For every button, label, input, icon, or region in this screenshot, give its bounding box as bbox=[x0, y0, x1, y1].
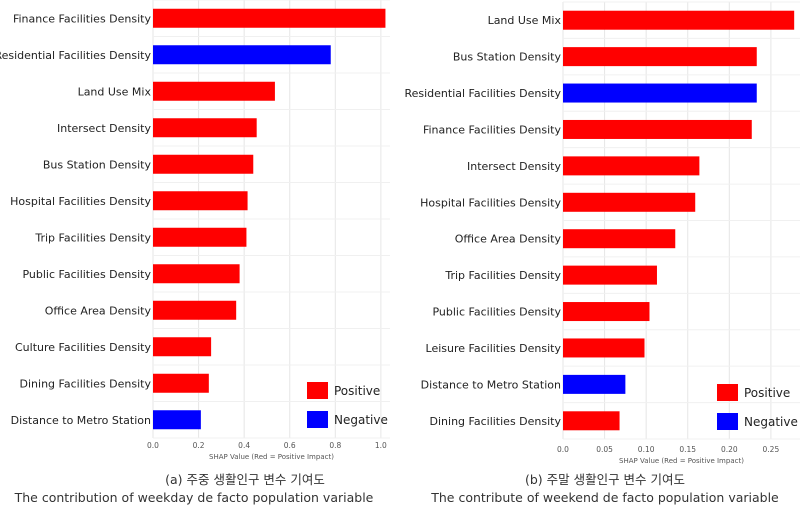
category-label: Dining Facilities Density bbox=[430, 415, 562, 428]
bar bbox=[563, 83, 757, 103]
category-label: Finance Facilities Density bbox=[423, 123, 562, 136]
x-tick-label: 0.0 bbox=[557, 445, 569, 454]
x-tick-label: 0.25 bbox=[763, 445, 780, 454]
bar bbox=[563, 411, 620, 431]
category-label: Public Facilities Density bbox=[22, 268, 151, 281]
category-label: Dining Facilities Density bbox=[20, 377, 152, 390]
bar bbox=[563, 374, 626, 394]
bar bbox=[153, 154, 254, 174]
category-label: Trip Facilities Density bbox=[444, 269, 561, 282]
category-label: Distance to Metro Station bbox=[11, 414, 151, 427]
x-tick-label: 0.2 bbox=[193, 441, 205, 450]
bar bbox=[563, 229, 676, 249]
category-label: Office Area Density bbox=[455, 233, 562, 246]
x-tick-label: 0.6 bbox=[284, 441, 296, 450]
category-label: Public Facilities Density bbox=[432, 306, 561, 319]
bar bbox=[563, 302, 650, 322]
panel-b-caption-english: The contribute of weekend de facto popul… bbox=[430, 490, 779, 505]
x-axis-label: SHAP Value (Red = Positive Impact) bbox=[619, 457, 744, 465]
category-label: Land Use Mix bbox=[78, 85, 152, 98]
bar bbox=[563, 338, 645, 358]
category-label: Finance Facilities Density bbox=[13, 12, 152, 25]
bar bbox=[153, 300, 237, 320]
bar bbox=[563, 156, 700, 176]
x-tick-label: 0.05 bbox=[596, 445, 613, 454]
bar bbox=[563, 119, 752, 139]
bar bbox=[153, 264, 240, 284]
category-label: Hospital Facilities Density bbox=[10, 195, 151, 208]
panel-b-caption-korean: (b) 주말 생활인구 변수 기여도 bbox=[525, 472, 685, 487]
category-label: Leisure Facilities Density bbox=[426, 342, 562, 355]
category-label: Culture Facilities Density bbox=[15, 341, 151, 354]
bar bbox=[563, 192, 696, 212]
category-label: Residential Facilities Density bbox=[0, 49, 151, 62]
legend-label: Negative bbox=[334, 413, 388, 427]
category-label: Bus Station Density bbox=[43, 158, 152, 171]
x-tick-label: 0.10 bbox=[638, 445, 655, 454]
x-axis-label: SHAP Value (Red = Positive Impact) bbox=[209, 453, 334, 461]
legend-swatch bbox=[307, 411, 328, 428]
bar bbox=[153, 191, 248, 211]
bar bbox=[153, 227, 247, 247]
x-tick-label: 1.0 bbox=[375, 441, 387, 450]
panel-a-caption-english: The contribution of weekday de facto pop… bbox=[14, 490, 374, 505]
bar bbox=[563, 10, 795, 30]
x-tick-label: 0.20 bbox=[721, 445, 738, 454]
legend-label: Negative bbox=[744, 415, 798, 429]
category-label: Hospital Facilities Density bbox=[420, 196, 561, 209]
category-label: Land Use Mix bbox=[488, 14, 562, 27]
legend-label: Positive bbox=[744, 386, 790, 400]
x-tick-label: 0.8 bbox=[329, 441, 341, 450]
category-label: Distance to Metro Station bbox=[421, 378, 561, 391]
legend-swatch bbox=[717, 384, 738, 401]
bar bbox=[563, 47, 757, 67]
category-label: Trip Facilities Density bbox=[34, 231, 151, 244]
legend-swatch bbox=[717, 413, 738, 430]
legend-label: Positive bbox=[334, 384, 380, 398]
bar bbox=[153, 337, 212, 357]
panel-a-caption-korean: (a) 주중 생활인구 변수 기여도 bbox=[165, 472, 325, 487]
bar bbox=[153, 45, 331, 65]
bar bbox=[153, 373, 209, 393]
category-label: Intersect Density bbox=[57, 122, 151, 135]
x-tick-label: 0.4 bbox=[238, 441, 250, 450]
bar bbox=[153, 118, 257, 138]
bar bbox=[563, 265, 657, 285]
bar bbox=[153, 81, 275, 101]
category-label: Intersect Density bbox=[467, 160, 561, 173]
x-tick-label: 0.0 bbox=[147, 441, 159, 450]
bar bbox=[153, 8, 386, 28]
category-label: Bus Station Density bbox=[453, 51, 562, 64]
category-label: Residential Facilities Density bbox=[404, 87, 561, 100]
legend-swatch bbox=[307, 382, 328, 399]
panel-b-chart: Land Use Mix Bus Station Density Residenti… bbox=[404, 1, 800, 465]
panel-a-chart: Finance Facilities Density Residential Fa… bbox=[0, 0, 390, 461]
category-label: Office Area Density bbox=[45, 304, 152, 317]
x-tick-label: 0.15 bbox=[679, 445, 696, 454]
bar bbox=[153, 410, 201, 430]
